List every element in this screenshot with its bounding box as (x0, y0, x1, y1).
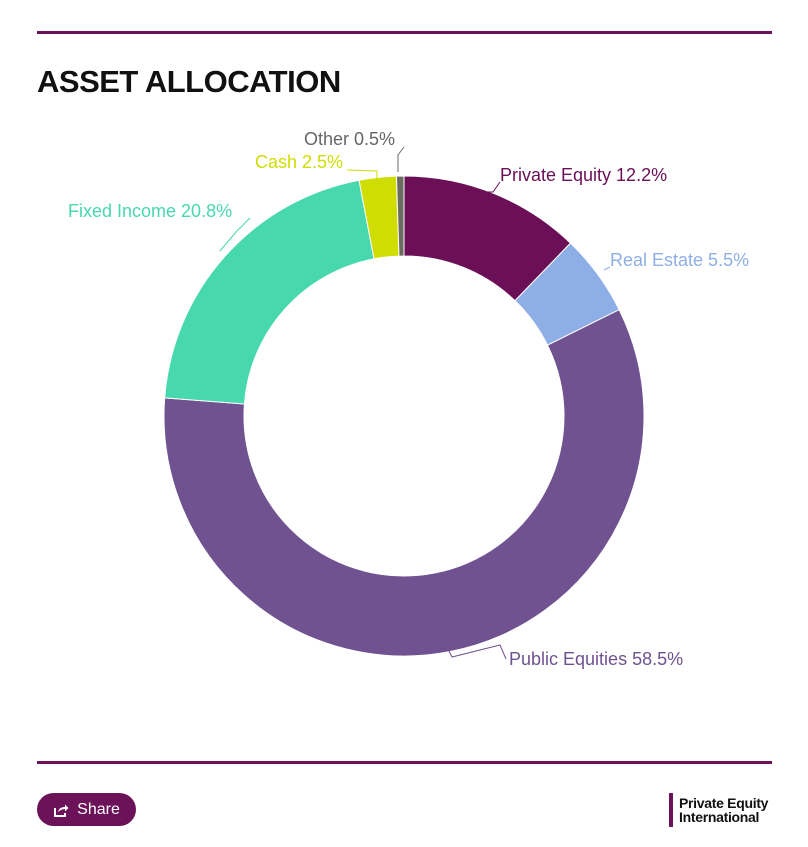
label-cash: Cash 2.5% (255, 152, 343, 172)
chart-title: ASSET ALLOCATION (37, 64, 341, 99)
logo-line-2: International (679, 809, 760, 825)
slice-other[interactable] (395, 175, 405, 257)
donut-chart: Private Equity 12.2% Real Estate 5.5% Publ… (68, 129, 749, 669)
share-button[interactable]: Share (37, 793, 136, 826)
slice-fixed-income[interactable] (164, 179, 375, 405)
bottom-divider (37, 761, 772, 764)
label-public-equities: Public Equities 58.5% (509, 649, 683, 669)
top-divider (37, 31, 772, 34)
leader-line-fixed-income (219, 217, 251, 252)
share-label: Share (77, 800, 120, 818)
pei-logo[interactable]: Private Equity International (669, 793, 768, 827)
leader-line-other (397, 146, 405, 172)
logo-line-1: Private Equity (679, 795, 769, 811)
leader-line-real-estate (603, 266, 611, 271)
label-other: Other 0.5% (304, 129, 395, 149)
label-fixed-income: Fixed Income 20.8% (68, 201, 232, 221)
leader-line-public-equities (448, 644, 507, 660)
share-icon (53, 803, 69, 817)
slice-public-equities[interactable] (163, 309, 645, 657)
leader-line-private-equity (486, 181, 501, 193)
label-private-equity: Private Equity 12.2% (500, 165, 667, 185)
label-real-estate: Real Estate 5.5% (610, 250, 749, 270)
leader-line-cash (346, 169, 378, 184)
